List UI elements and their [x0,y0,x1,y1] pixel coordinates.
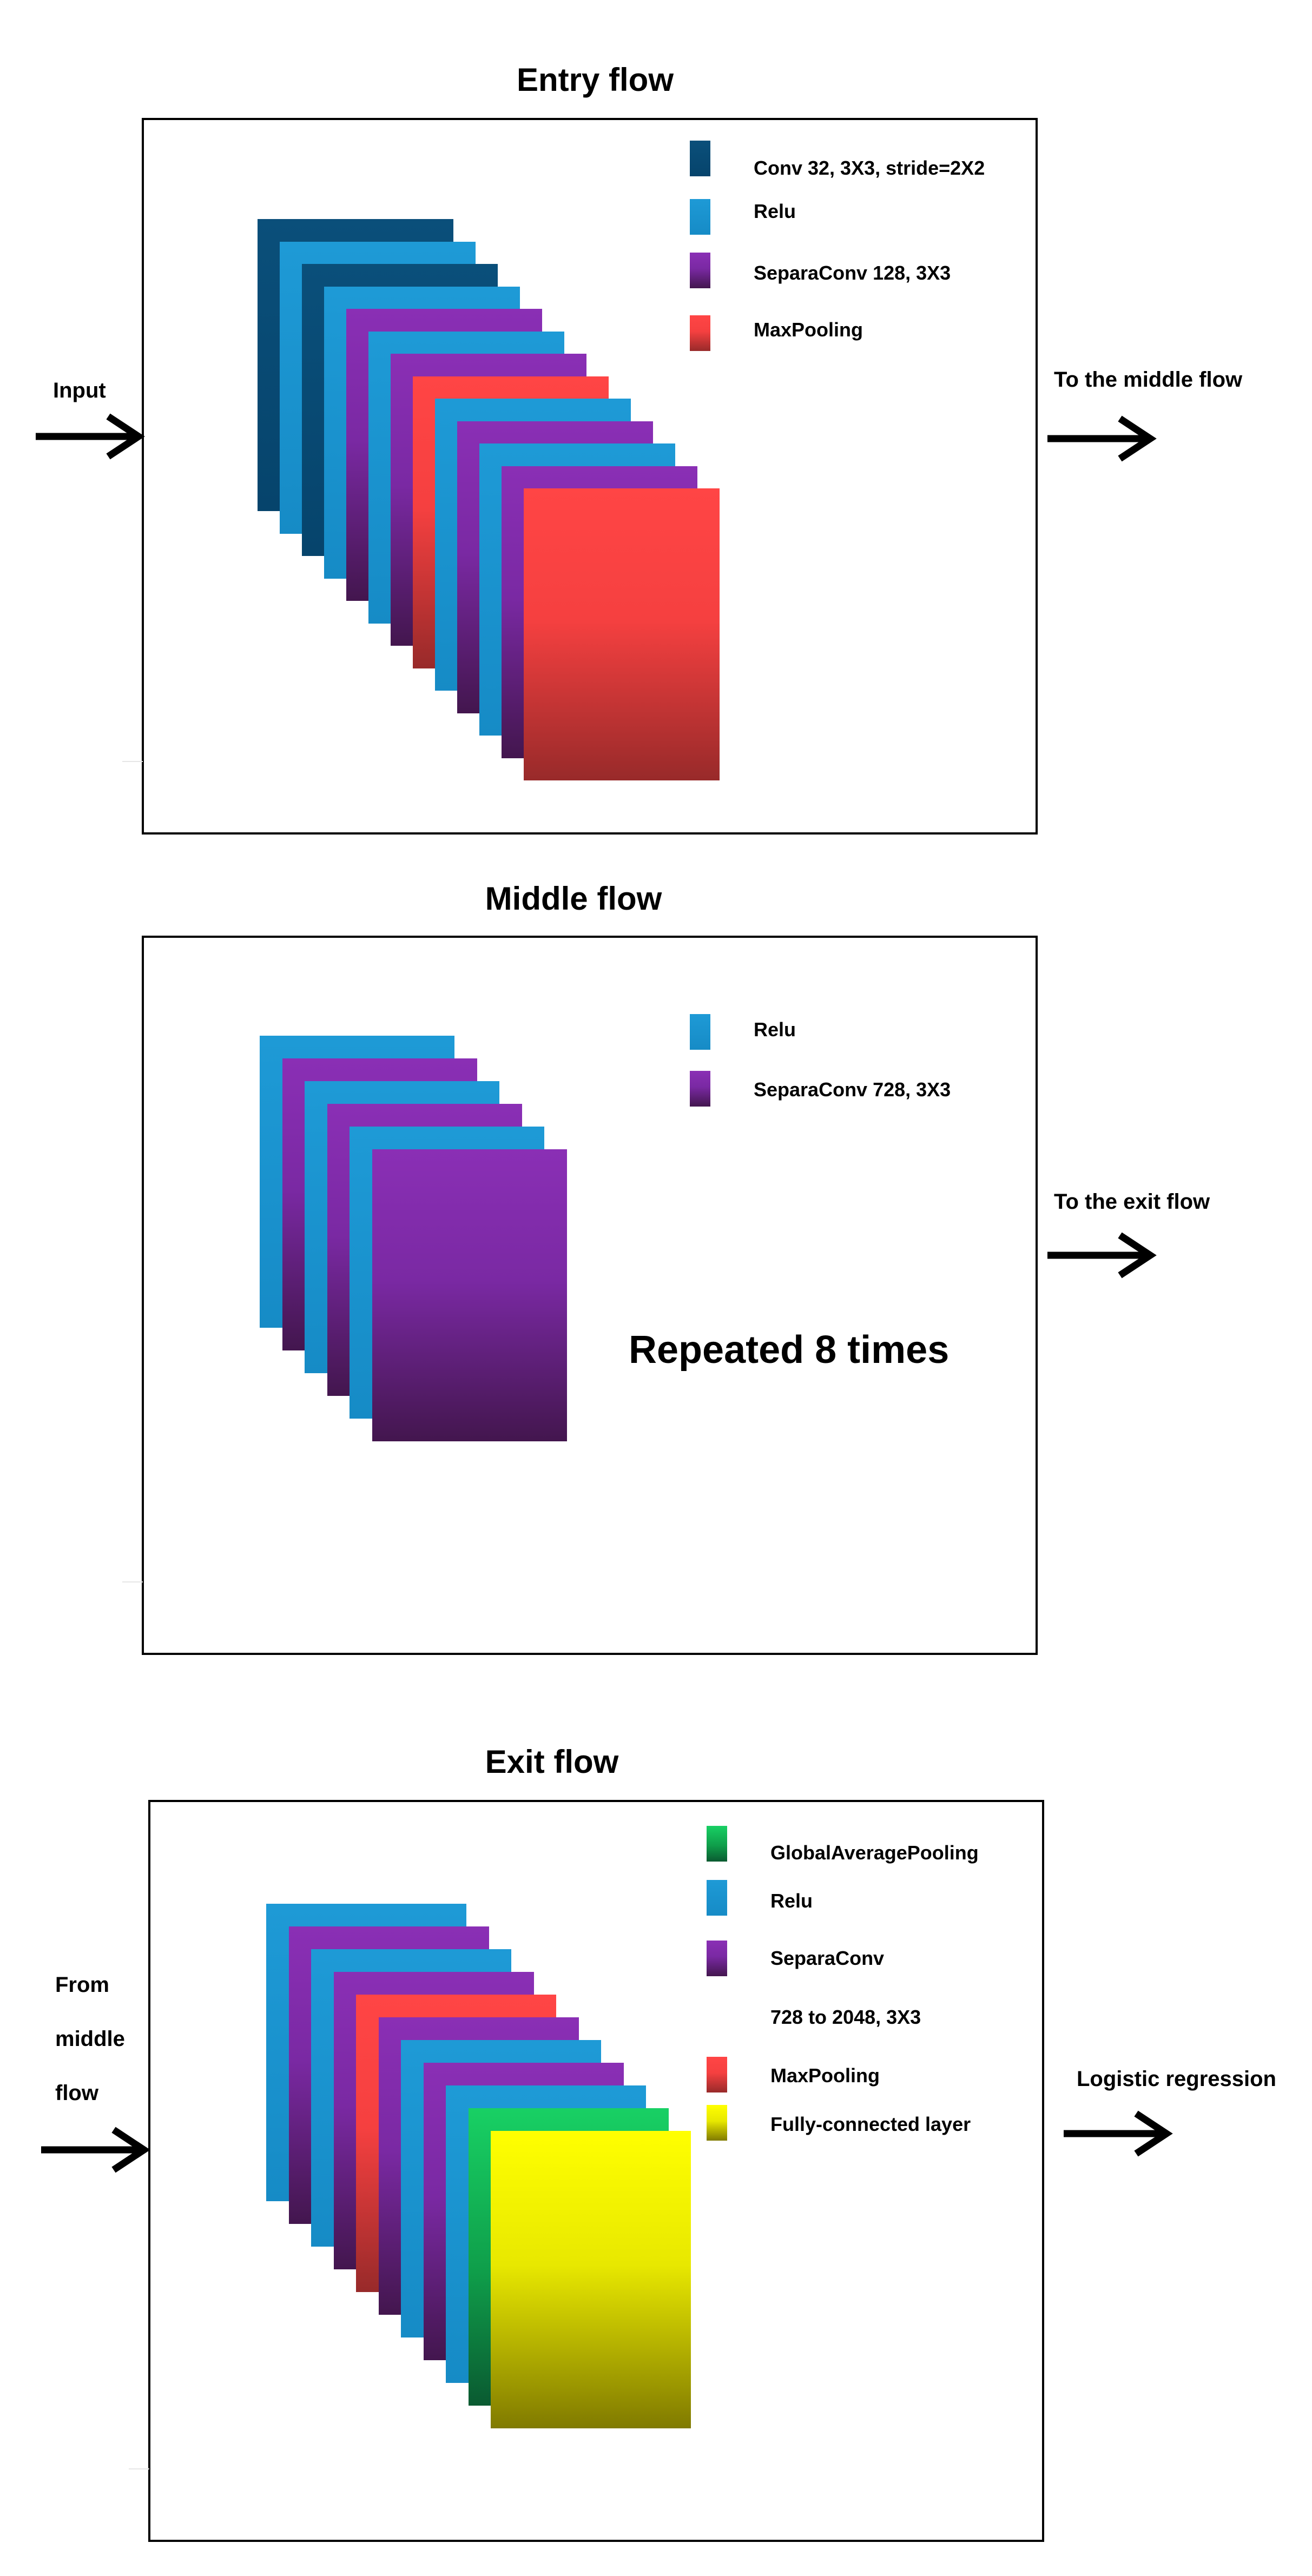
legend-label-maxpooling: MaxPooling [770,2064,880,2087]
frame-tick [122,1581,143,1582]
logistic-regression-arrow-icon [1064,2110,1173,2157]
legend-swatch-separaconv [690,1071,710,1107]
legend-swatch-maxpooling [690,315,710,351]
layer-block-maxpooling [524,488,720,780]
legend-label-conv: Conv 32, 3X3, stride=2X2 [754,157,985,179]
from-middle-flow-line-1: From [55,1973,109,1997]
frame-tick [122,761,143,762]
to-exit-flow-arrow-icon [1047,1232,1157,1279]
legend-label-relu: Relu [754,200,796,222]
legend-swatch-conv [690,141,710,176]
legend-label-fully-connected: Fully-connected layer [770,2113,971,2135]
legend-label-relu: Relu [754,1018,796,1041]
legend-swatch-relu [707,1880,727,1916]
from-middle-flow-line-2: middle [55,2027,125,2051]
to-exit-flow-label: To the exit flow [1054,1190,1210,1214]
legend-label-separaconv: SeparaConv 728, 3X3 [754,1078,951,1101]
legend-swatch-maxpooling [707,2057,727,2092]
legend-label-separaconv-detail: 728 to 2048, 3X3 [770,2006,921,2028]
legend-label-relu: Relu [770,1890,813,1912]
legend-label-separaconv: SeparaConv 128, 3X3 [754,262,951,284]
middle-flow-title: Middle flow [485,880,662,917]
legend-label-global-average-pooling: GlobalAveragePooling [770,1842,979,1864]
repeated-8-times-label: Repeated 8 times [629,1328,950,1372]
from-middle-flow-arrow-icon [41,2127,150,2173]
frame-tick [129,2468,149,2469]
legend-swatch-relu [690,199,710,235]
legend-label-separaconv: SeparaConv [770,1947,885,1969]
input-label: Input [53,379,106,402]
legend-swatch-separaconv [707,1941,727,1976]
layer-block-fully-connected [491,2131,691,2428]
from-middle-flow-label: From middle flow [55,1958,125,2120]
legend-swatch-global-average-pooling [707,1826,727,1862]
entry-flow-title: Entry flow [516,62,674,98]
legend-swatch-fully-connected [707,2105,727,2141]
from-middle-flow-line-3: flow [55,2081,98,2105]
legend-label-maxpooling: MaxPooling [754,319,863,341]
input-arrow-icon [36,413,145,460]
to-middle-flow-arrow-icon [1047,415,1157,462]
exit-flow-title: Exit flow [485,1744,619,1780]
layer-block-separaconv [372,1149,567,1441]
legend-swatch-relu [690,1014,710,1050]
to-middle-flow-label: To the middle flow [1054,368,1243,392]
legend-swatch-separaconv [690,253,710,288]
logistic-regression-label: Logistic regression [1077,2067,1276,2091]
